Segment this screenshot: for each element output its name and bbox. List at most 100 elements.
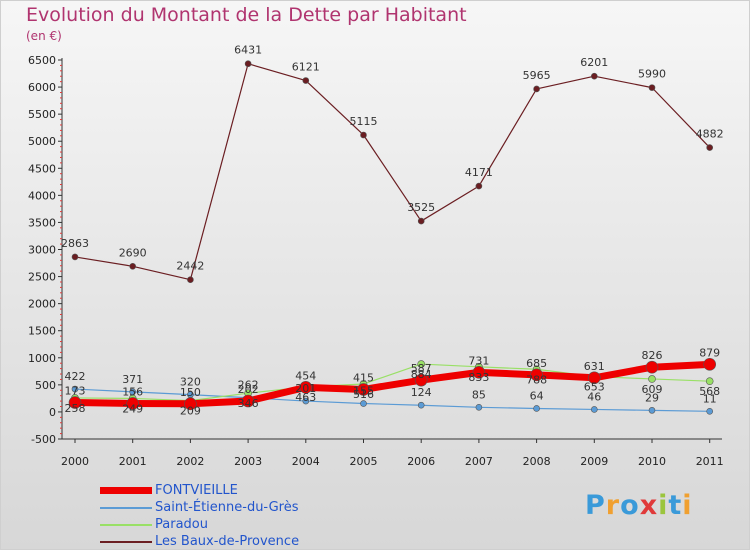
series-1-data-label: 29 [645, 391, 659, 404]
x-tick-label: 2004 [292, 455, 320, 468]
series-1-data-label: 201 [295, 382, 316, 395]
legend-swatch-fontvieille [100, 487, 152, 494]
series-0-point [414, 373, 428, 387]
series-2-data-label: 653 [584, 381, 605, 394]
series-1-point [590, 406, 598, 413]
series-0-point [357, 383, 370, 396]
series-1-point [475, 404, 483, 411]
x-tick-label: 2011 [696, 455, 724, 468]
series-1-data-label: 64 [530, 389, 544, 402]
legend-swatch-saint-etienne [100, 507, 152, 509]
series-0-data-label: 156 [122, 385, 143, 398]
series-1-point [417, 401, 425, 409]
x-tick-label: 2003 [234, 455, 262, 468]
series-0-data-label: 587 [411, 362, 432, 375]
series-3-data-label: 5965 [523, 69, 551, 82]
series-2-point [648, 375, 656, 383]
series-0-point [530, 368, 543, 382]
series-1-point [706, 408, 714, 415]
legend-label-fontvieille: FONTVIEILLE [155, 483, 238, 498]
series-0-point [68, 396, 82, 409]
series-1-point [71, 385, 79, 393]
y-tick-label: 3500 [28, 216, 56, 229]
series-1-data-label: 320 [180, 376, 201, 389]
legend-swatch-paradou [100, 524, 152, 526]
series-0-data-label: 454 [295, 369, 316, 382]
y-tick-label: 3000 [28, 244, 56, 257]
series-0-point [241, 394, 255, 408]
series-3-data-label: 2690 [119, 246, 147, 259]
series-0-data-label: 415 [353, 371, 374, 384]
series-0-point [299, 381, 313, 394]
series-3-point [71, 253, 79, 261]
logo-letter: P [585, 490, 606, 521]
series-0-data-label: 202 [238, 383, 259, 396]
x-tick-label: 2007 [465, 455, 493, 468]
y-tick-label: 1000 [28, 352, 56, 365]
series-1-point [360, 400, 367, 407]
series-2-data-label: 568 [699, 385, 720, 398]
series-0-data-label: 731 [468, 354, 489, 367]
logo-letter: x [639, 490, 659, 521]
series-1-data-label: 124 [411, 386, 432, 399]
series-2-data-label: 209 [180, 405, 201, 418]
series-3-data-label: 6121 [292, 61, 320, 74]
series-0-data-label: 150 [180, 386, 201, 399]
y-tick-label: 5500 [28, 108, 56, 121]
series-3-data-label: 4882 [696, 128, 724, 141]
series-0-data-label: 685 [526, 357, 547, 370]
series-3-point [187, 276, 194, 284]
data-labels-layer: 2863 2690 2442 6431 6121 5115 3525 4171 5965 6201… [61, 44, 724, 418]
series-0-data-label: 879 [699, 346, 720, 359]
series-0-point [472, 366, 486, 379]
series-3-point [475, 182, 483, 190]
x-tick-label: 2008 [523, 455, 551, 468]
logo-letter: o [620, 490, 640, 521]
series-0-point [703, 358, 717, 371]
series-2-data-label: 346 [238, 397, 259, 410]
series-2-data-label: 463 [295, 391, 316, 404]
series-0-point [587, 371, 601, 385]
logo-letter: i [658, 490, 669, 521]
series-1-data-label: 11 [703, 392, 717, 405]
y-tick-label: 6500 [28, 54, 56, 67]
series-2-data-label: 788 [526, 373, 547, 386]
x-tick-label: 2001 [119, 455, 147, 468]
series-0-line [71, 360, 714, 408]
series-0-point [126, 397, 139, 410]
series-1-data-label: 371 [122, 373, 143, 386]
series-3-data-label: 5990 [638, 68, 666, 81]
series-3-data-label: 3525 [407, 201, 435, 214]
series-2-data-label: 609 [642, 383, 663, 396]
series-2-point [705, 377, 714, 385]
chart-subtitle: (en €) [26, 29, 62, 43]
y-tick-label: -500 [31, 433, 56, 446]
series-3-data-label: 2442 [176, 260, 204, 273]
series-0-data-label: 826 [642, 349, 663, 362]
series-1-point [533, 405, 540, 412]
series-3-point [590, 72, 598, 80]
x-tick-label: 2005 [350, 455, 378, 468]
series-1-data-label: 262 [238, 379, 259, 392]
series-3-point [244, 60, 252, 68]
x-tick-label: 2000 [61, 455, 89, 468]
series-2-data-label: 884 [411, 368, 432, 381]
series-0-point [184, 397, 197, 411]
series-2-data-label: 258 [65, 402, 86, 415]
y-tick-label: 5000 [28, 135, 56, 148]
series-3-point [129, 262, 136, 270]
x-tick-label: 2009 [580, 455, 608, 468]
chart-title: Evolution du Montant de la Dette par Hab… [26, 4, 467, 26]
series-1-point [302, 397, 310, 405]
proxiti-logo: Proxiti [585, 490, 693, 521]
legend-label-saint-etienne: Saint-Étienne-du-Grès [155, 500, 299, 515]
chart-axes: -500 0 500 1000 1500 2000 2500 3000 3500 4000 4500… [28, 54, 724, 468]
logo-letter: t [668, 490, 683, 521]
series-3-point [360, 131, 367, 139]
y-tick-label: 4500 [28, 162, 56, 175]
logo-letter: r [605, 490, 621, 521]
y-tick-label: 1500 [28, 325, 56, 338]
series-3-data-label: 4171 [465, 166, 493, 179]
